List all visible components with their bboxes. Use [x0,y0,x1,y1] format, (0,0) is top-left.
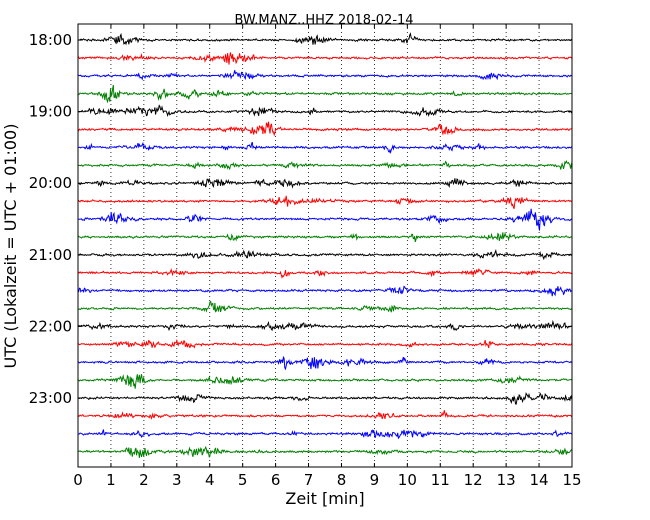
x-tick-label: 13 [497,471,516,489]
seismogram-traces [77,32,573,458]
trace-2115 [77,268,573,279]
trace-2015 [77,195,573,210]
vertical-gridlines [110,24,540,467]
x-tick-labels: 0 1 2 3 4 5 6 7 8 9 10 11 12 13 14 15 [73,471,581,489]
y-tick-label: 21:00 [29,246,72,264]
trace-2200 [77,319,573,332]
trace-1845 [77,84,573,104]
trace-2130 [77,285,573,297]
x-tick-label: 3 [172,471,182,489]
x-tick-label: 14 [530,471,549,489]
y-axis-label: UTC (Lokalzeit = UTC + 01:00) [1,124,20,369]
trace-2030 [77,208,573,231]
y-tick-marks [78,39,572,399]
y-tick-label: 20:00 [29,174,72,192]
trace-2300 [77,392,573,405]
y-tick-labels: 18:00 19:00 20:00 21:00 22:00 23:00 [29,31,72,407]
x-tick-label: 2 [139,471,149,489]
trace-2045 [77,231,573,243]
x-tick-label: 15 [562,471,581,489]
x-tick-label: 8 [337,471,347,489]
x-tick-label: 7 [304,471,314,489]
trace-2315 [77,410,573,420]
trace-1945 [77,159,573,171]
trace-1800 [77,32,573,46]
y-tick-label: 19:00 [29,103,72,121]
trace-2230 [77,355,573,371]
x-tick-label: 4 [205,471,215,489]
trace-2145 [77,300,573,313]
x-tick-label: 10 [398,471,417,489]
trace-2345 [77,445,573,458]
x-tick-marks [77,24,573,467]
y-tick-label: 23:00 [29,389,72,407]
x-tick-label: 5 [238,471,248,489]
x-tick-label: 11 [431,471,450,489]
x-tick-label: 1 [106,471,116,489]
trace-2330 [77,429,573,440]
trace-1830 [77,70,573,81]
trace-1815 [77,52,573,65]
x-tick-label: 12 [464,471,483,489]
trace-2100 [77,248,573,261]
x-tick-label: 9 [370,471,380,489]
y-tick-label: 18:00 [29,31,72,49]
trace-1930 [77,141,573,155]
y-tick-label: 22:00 [29,317,72,335]
trace-2245 [77,374,573,389]
trace-2000 [77,177,573,189]
trace-1915 [77,121,573,137]
x-axis-label: Zeit [min] [285,489,364,508]
x-tick-label: 6 [271,471,281,489]
trace-1900 [77,104,573,117]
x-tick-label: 0 [73,471,83,489]
chart-title: BW.MANZ..HHZ 2018-02-14 [234,13,413,28]
plot-frame [77,23,573,468]
trace-2215 [77,338,573,349]
